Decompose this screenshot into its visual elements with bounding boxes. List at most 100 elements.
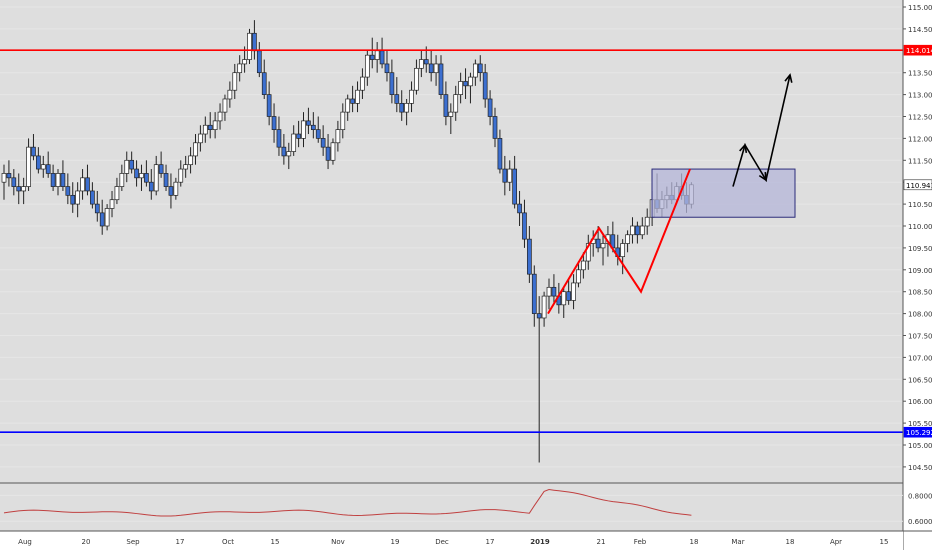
candle-body [168, 186, 174, 196]
price-tick-label: 109.500 [908, 245, 932, 253]
candle-body [315, 129, 321, 139]
time-axis [0, 531, 903, 550]
consolidation-box [651, 168, 796, 218]
candle-body [541, 295, 547, 319]
price-tick-label: 109.000 [908, 267, 932, 275]
candle-body [635, 225, 640, 236]
oscillator-line [3, 489, 692, 517]
candle-body [301, 120, 306, 139]
candle-body [310, 124, 316, 130]
time-label: Dec [435, 538, 449, 546]
candle-body [144, 173, 149, 183]
candle-body [561, 291, 567, 306]
candle-body [414, 67, 419, 91]
last-price-label-bg [903, 179, 932, 191]
price-tick-label: 111.500 [908, 157, 932, 165]
red-zigzag-pattern [547, 168, 691, 315]
candle-body [94, 203, 100, 214]
candle-body [438, 63, 444, 95]
candle-body [291, 133, 297, 152]
candle-body [36, 155, 41, 170]
candle-body [173, 181, 179, 196]
price-tick-label: 108.500 [908, 289, 932, 297]
candle-body [178, 168, 184, 183]
candle-body [50, 173, 56, 187]
candle-body [75, 190, 81, 205]
candle-body [207, 124, 213, 130]
candle-body [90, 190, 95, 205]
candle-body [129, 159, 135, 170]
candle-body [31, 146, 36, 157]
price-tick-label: 105.500 [908, 420, 932, 428]
candle-body [6, 173, 12, 179]
osc-tick-label: 0.6000 [908, 518, 932, 526]
candle-body [428, 63, 434, 74]
candle-body [11, 177, 17, 187]
candle-body [21, 186, 26, 192]
time-label: Feb [634, 538, 647, 546]
time-label: Apr [830, 538, 842, 546]
candle-body [193, 142, 198, 157]
candle-body [419, 59, 424, 69]
candle-body [497, 138, 503, 170]
resistance-label: 114.014 [906, 47, 932, 55]
candle-body [409, 89, 414, 104]
candle-body [242, 59, 247, 65]
price-tick-label: 106.000 [908, 398, 932, 406]
time-label: Mar [731, 538, 744, 546]
candle-body [502, 168, 508, 183]
candle-body [183, 164, 189, 170]
candle-body [551, 286, 557, 297]
candle-body [16, 186, 22, 192]
support-label-bg [903, 426, 932, 438]
candle-body [188, 155, 193, 166]
time-label: Nov [331, 538, 345, 546]
candle-body [261, 72, 267, 95]
projection-arrowhead-target [784, 73, 793, 83]
price-tick-label: 113.000 [908, 92, 932, 100]
candle-body [252, 32, 257, 52]
candle-body [139, 173, 144, 179]
candle-body [202, 124, 208, 135]
time-label: Sep [126, 538, 140, 546]
candle-body [458, 81, 463, 95]
candle-body [266, 94, 272, 117]
candle-body [55, 173, 61, 187]
candle-body [595, 238, 601, 249]
osc-tick-label: 0.8000 [908, 492, 932, 500]
projection-arrowhead-up [739, 143, 748, 153]
candle-body [109, 199, 115, 209]
projection-arrowhead-down [758, 171, 767, 182]
candle-body [350, 98, 355, 104]
time-label: 15 [880, 538, 889, 546]
candle-body [271, 116, 277, 130]
candle-body [585, 243, 591, 262]
candle-body [630, 225, 635, 236]
candle-body [232, 72, 238, 91]
candle-body [40, 164, 46, 170]
candle-body [600, 243, 606, 249]
candle-body [512, 168, 517, 205]
candle-body [119, 173, 125, 187]
candle-body [134, 168, 139, 179]
candle-body [296, 133, 301, 139]
candle-body [644, 216, 650, 227]
support-label: 105.292 [906, 429, 932, 437]
candle-body [330, 142, 336, 161]
candle-body [345, 98, 351, 113]
candle-body [360, 76, 365, 91]
candle-body [625, 234, 630, 244]
time-label: 2019 [530, 538, 550, 546]
candle-body [517, 203, 522, 214]
candle-body [85, 177, 90, 192]
price-tick-label: 114.500 [908, 26, 932, 34]
candle-body [522, 212, 527, 240]
candle-body [369, 54, 375, 60]
candle-body [114, 186, 120, 201]
candle-body [384, 63, 390, 74]
candle-body [80, 177, 85, 192]
candle-body [404, 103, 409, 113]
candle-body [482, 72, 488, 100]
time-label: Aug [18, 538, 32, 546]
